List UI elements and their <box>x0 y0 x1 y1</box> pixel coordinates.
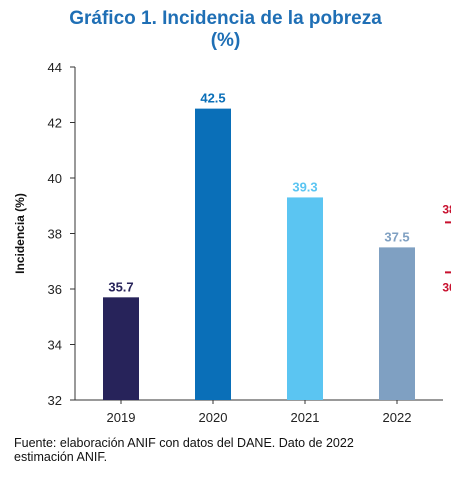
y-tick-label-0: 32 <box>48 393 62 408</box>
x-tick-label-2020: 2020 <box>199 410 228 425</box>
bar-2022 <box>379 247 415 400</box>
chart-title-line1: Gráfico 1. Incidencia de la pobreza <box>69 8 382 29</box>
y-tick-label-2: 36 <box>48 282 62 297</box>
y-tick-label-6: 44 <box>48 60 62 75</box>
y-axis-label: Incidencia (%) <box>13 193 27 274</box>
y-tick-label-1: 34 <box>48 338 62 353</box>
x-tick-label-2022: 2022 <box>383 410 412 425</box>
x-tick-label-2021: 2021 <box>291 410 320 425</box>
y-tick-label-3: 38 <box>48 227 62 242</box>
source-note: Fuente: elaboración ANIF con datos del D… <box>14 436 434 464</box>
bar-2020 <box>195 108 231 400</box>
chart-title: Gráfico 1. Incidencia de la pobreza (%) <box>0 8 451 52</box>
chart-title-line2: (%) <box>210 30 241 51</box>
data-label-2022: 37.5 <box>384 229 409 244</box>
x-tick-label-2019: 2019 <box>107 410 136 425</box>
data-label-2020: 42.5 <box>200 91 225 106</box>
y-tick-label-5: 42 <box>48 116 62 131</box>
range-label-high: 38.4 <box>442 202 451 216</box>
range-label-low: 36.6 <box>442 280 451 294</box>
bar-chart: 32 34 36 38 40 42 44 Incidencia (%) 35.7 2019 42.5… <box>13 60 451 425</box>
source-line2: estimación ANIF. <box>14 450 108 464</box>
bar-2019 <box>103 297 139 400</box>
bar-2021 <box>287 197 323 400</box>
source-line1: Fuente: elaboración ANIF con datos del D… <box>14 436 354 450</box>
y-tick-label-4: 40 <box>48 171 62 186</box>
data-label-2019: 35.7 <box>108 279 133 294</box>
data-label-2021: 39.3 <box>292 179 317 194</box>
